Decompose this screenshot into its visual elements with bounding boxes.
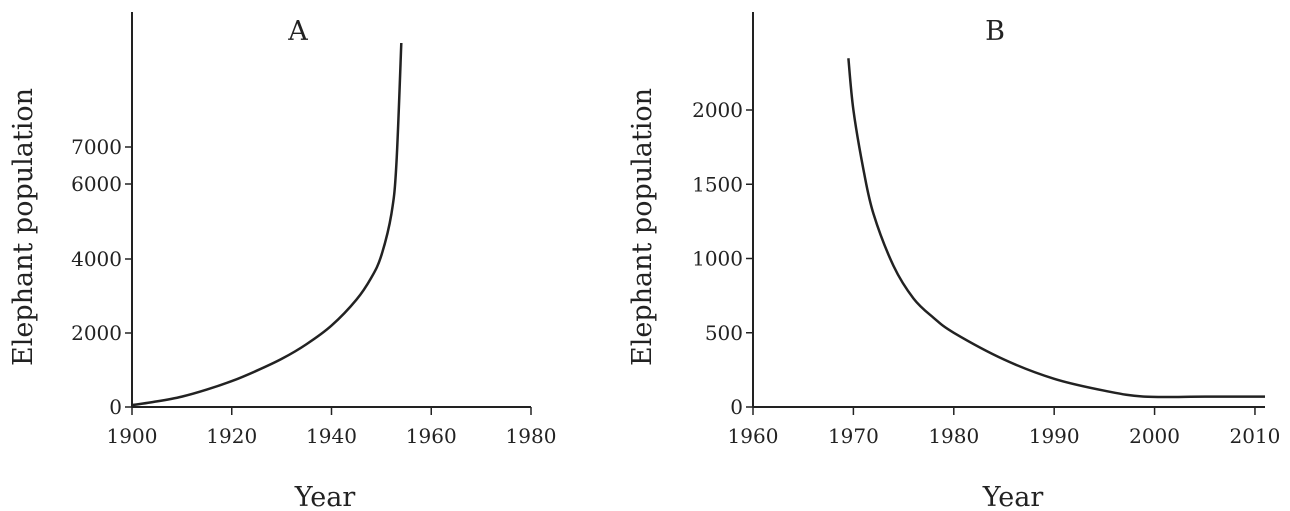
series-line-a-0	[131, 42, 403, 407]
x-axis-title: Year	[294, 482, 356, 511]
panel-a: 1900 1920 1940 1960 1980 0 2000 4000 6000 7000 A Ye…	[8, 12, 556, 511]
x-tick-label: 2010	[1230, 424, 1281, 448]
y-tick-label: 2000	[692, 98, 743, 122]
x-axis-title: Year	[982, 482, 1044, 511]
x-tick-label: 1960	[728, 424, 779, 448]
y-tick-label: 500	[705, 321, 743, 345]
chart-title: A	[287, 16, 308, 47]
x-tick-label: 1970	[828, 424, 879, 448]
x-tick-label: 2000	[1129, 424, 1180, 448]
series-line-b-0	[847, 58, 1266, 399]
y-tick-label: 1500	[692, 172, 743, 196]
x-tick-label: 1920	[206, 424, 257, 448]
y-tick-label: 0	[730, 395, 743, 419]
x-tick-label: 1900	[107, 424, 158, 448]
x-tick-label: 1940	[306, 424, 357, 448]
y-tick-label: 7000	[71, 135, 122, 159]
y-tick-label: 1000	[692, 247, 743, 271]
y-tick-label: 0	[109, 395, 122, 419]
panel-b: 1960 1970 1980 1990 2000 2010 0 500 1000 1500 2000…	[627, 12, 1280, 511]
y-tick-label: 6000	[71, 172, 122, 196]
y-axis-title: Elephant population	[8, 88, 39, 366]
x-tick-label: 1960	[406, 424, 457, 448]
chart-title: B	[985, 16, 1005, 47]
y-tick-label: 4000	[71, 247, 122, 271]
x-tick-label: 1980	[928, 424, 979, 448]
y-tick-label: 2000	[71, 321, 122, 345]
x-tick-label: 1990	[1029, 424, 1080, 448]
x-tick-label: 1980	[506, 424, 557, 448]
y-axis-title: Elephant population	[627, 88, 658, 366]
